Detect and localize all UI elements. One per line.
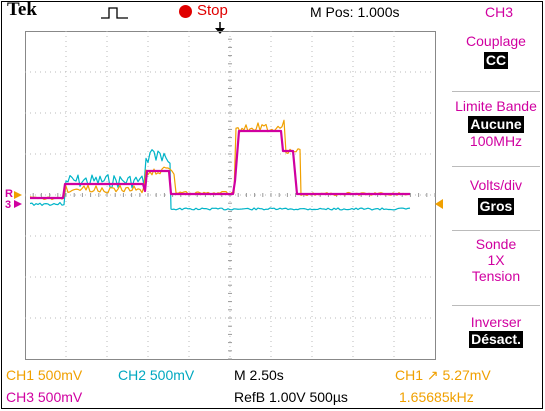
bandwidth-label: Limite Bande <box>455 98 537 114</box>
coupling-menu-item[interactable]: Couplage CC <box>450 33 542 69</box>
ch3-scale: CH3 500mV <box>6 389 83 405</box>
probe-value-2: Tension <box>471 268 521 284</box>
stop-indicator-icon <box>179 5 192 18</box>
voltsdiv-value: Gros <box>477 198 515 215</box>
waveform-traces <box>29 119 411 211</box>
horizontal-position: M Pos: 1.000s <box>310 4 400 20</box>
bandwidth-value: Aucune <box>468 116 524 133</box>
ch2-scale: CH2 500mV <box>118 367 195 383</box>
ch3-marker: 3 <box>5 199 12 211</box>
invert-menu-item[interactable]: Inverser Désact. <box>450 314 542 348</box>
probe-menu-item[interactable]: Sonde 1X Tension <box>450 236 542 284</box>
frequency-readout: 1.65685kHz <box>399 389 474 405</box>
bandwidth-menu-item[interactable]: Limite Bande Aucune 100MHz <box>450 98 542 149</box>
waveform-display[interactable] <box>25 31 445 361</box>
ref-b-marker: R <box>5 188 13 200</box>
channel-level-arrows-icon <box>14 191 22 208</box>
voltsdiv-menu-item[interactable]: Volts/div Gros <box>450 177 542 215</box>
menu-divider <box>452 166 540 167</box>
menu-channel-title: CH3 <box>484 4 513 20</box>
coupling-label: Couplage <box>466 33 526 49</box>
probe-label: Sonde <box>475 236 517 252</box>
menu-divider <box>452 230 540 231</box>
invert-label: Inverser <box>470 314 522 330</box>
menu-divider <box>452 305 540 306</box>
invert-value: Désact. <box>469 331 523 348</box>
timebase: M 2.50s <box>234 367 284 383</box>
ch1-scale: CH1 500mV <box>6 367 83 383</box>
menu-divider <box>452 91 540 92</box>
bandwidth-sub: 100MHz <box>469 133 523 149</box>
voltsdiv-label: Volts/div <box>469 177 523 193</box>
brand-logo: Tek <box>7 0 37 20</box>
ref-b-scale: RefB 1.00V 500µs <box>234 389 348 405</box>
trigger-status-icon <box>101 7 128 19</box>
probe-value-1: 1X <box>487 252 505 268</box>
coupling-value: CC <box>483 52 509 69</box>
trigger-readout: CH1 ↗ 5.27mV <box>395 367 491 383</box>
graticule <box>25 31 436 360</box>
trigger-level-marker-icon <box>435 199 443 209</box>
acquisition-state: Stop <box>197 2 228 19</box>
